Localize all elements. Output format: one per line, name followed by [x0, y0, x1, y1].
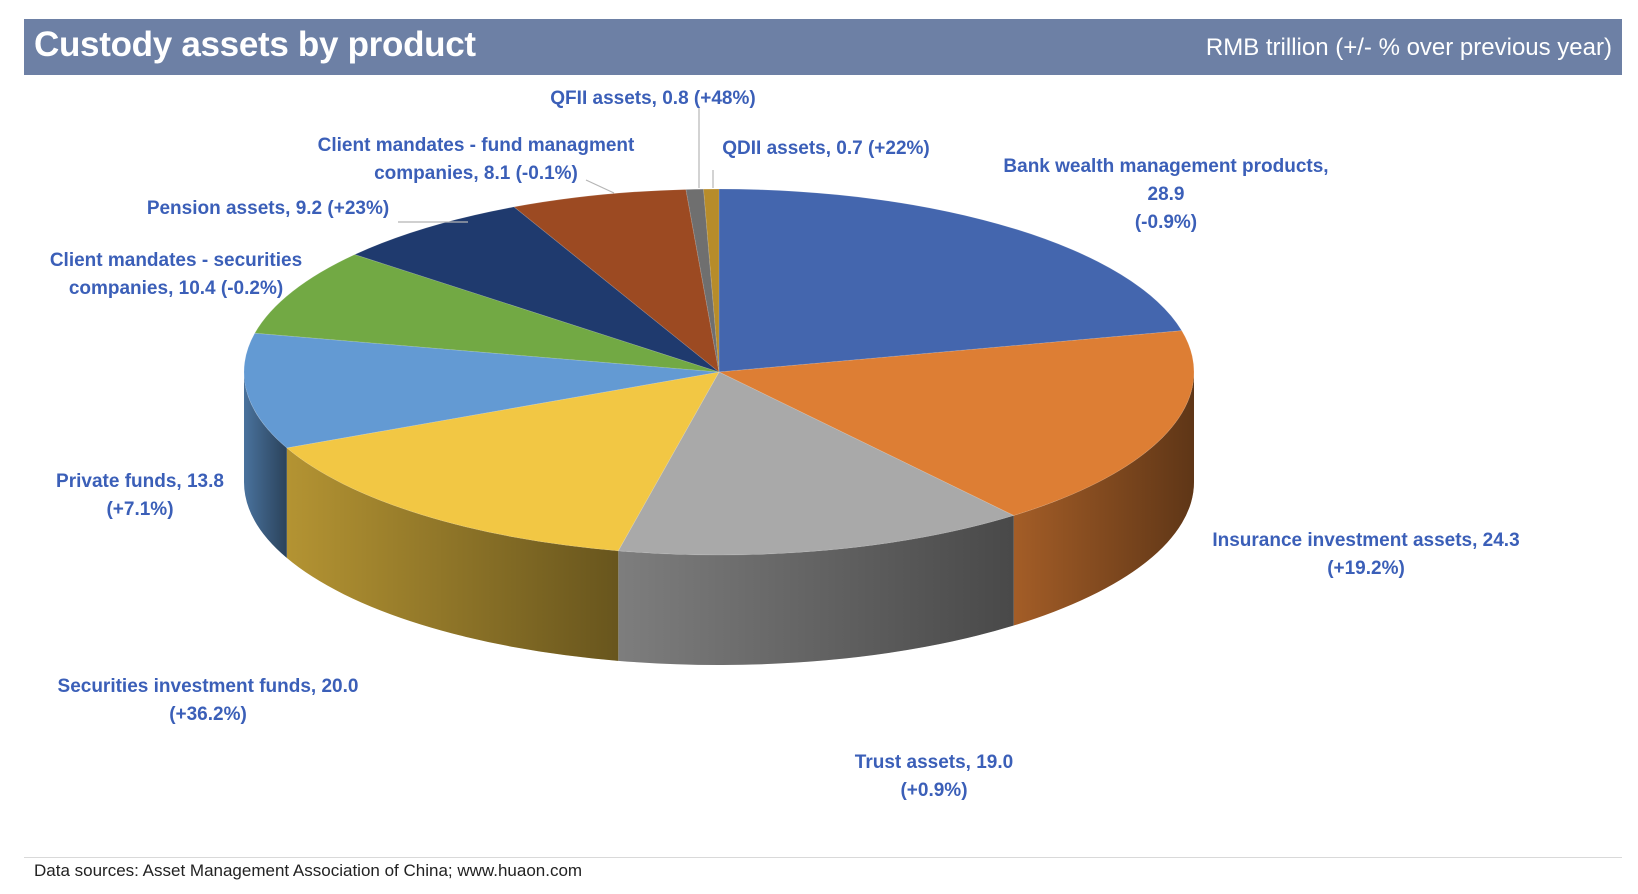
pie-side-insurance-investment-assets-shading: [1013, 372, 1194, 626]
leader-line-client-mandates-fund-managment-companies: [585, 179, 615, 194]
pie-slice-private-funds: [243, 332, 720, 449]
chart-unit-subtitle: RMB trillion (+/- % over previous year): [1205, 34, 1612, 61]
data-label-qfii-assets: QFII assets, 0.8 (+48%): [550, 88, 755, 109]
footer-divider: [24, 857, 1622, 858]
pie-slice-client-mandates-securities-companies: [254, 254, 720, 373]
pie-slice-client-mandates-fund-managment-companies: [513, 189, 720, 373]
pie-side-trust-assets-shading: [618, 515, 1014, 665]
pie-slice-qfii-assets: [685, 188, 720, 373]
pie-slice-trust-assets: [617, 371, 1015, 556]
pie-slice-bank-wealth-management-products: [718, 188, 1183, 373]
pie-side-private-funds-shading: [244, 372, 287, 558]
chart-header-bar: Custody assets by product RMB trillion (…: [24, 19, 1622, 75]
label-leader-lines: [398, 108, 714, 223]
data-source-note: Data sources: Asset Management Associati…: [34, 861, 583, 880]
data-label-client-mandates-fund-managment-companies: Client mandates - fund managment companie…: [318, 135, 635, 184]
data-label-qdii-assets: QDII assets, 0.7 (+22%): [722, 138, 930, 159]
chart-title: Custody assets by product: [34, 25, 476, 64]
data-label-private-funds: Private funds, 13.8 (+7.1%): [56, 471, 224, 520]
pie-sides: [244, 372, 1194, 665]
data-label-insurance-investment-assets: Insurance investment assets, 24.3 (+19.2%…: [1212, 530, 1519, 579]
data-label-trust-assets: Trust assets, 19.0 (+0.9%): [855, 752, 1013, 801]
pie-slice-insurance-investment-assets: [717, 330, 1195, 516]
data-label-client-mandates-securities-companies: Client mandates - securities companies, 1…: [50, 250, 302, 299]
pie-side-securities-investment-funds-shading: [286, 447, 619, 661]
data-label-bank-wealth-management-products: Bank wealth management products, 28.9 (-0.…: [1003, 156, 1328, 233]
pie-slices: [243, 188, 1195, 556]
data-label-securities-investment-funds: Securities investment funds, 20.0 (+36.2%…: [58, 676, 359, 725]
pie-slice-qdii-assets: [703, 188, 720, 373]
pie-slice-securities-investment-funds: [285, 371, 720, 552]
data-label-pension-assets: Pension assets, 9.2 (+23%): [147, 198, 389, 219]
data-labels: Bank wealth management products, 28.9 (-0.…: [50, 88, 1520, 801]
pie-slice-pension-assets: [353, 206, 720, 373]
